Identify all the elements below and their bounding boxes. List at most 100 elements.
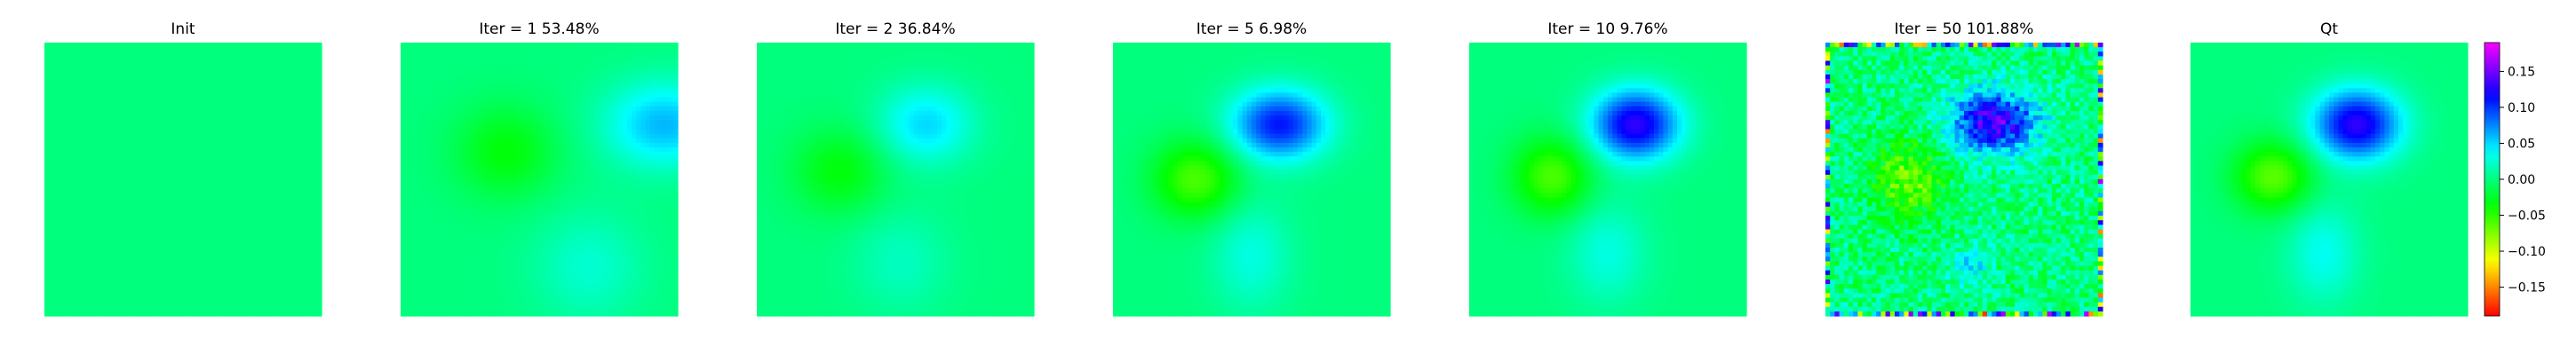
heatmap-cell — [516, 120, 521, 125]
heatmap-cell — [109, 243, 115, 248]
heatmap-cell — [535, 66, 540, 71]
heatmap-cell — [659, 102, 664, 107]
heatmap-cell — [261, 152, 266, 157]
heatmap-cell — [118, 75, 123, 80]
heatmap-cell — [59, 312, 64, 317]
heatmap-cell — [95, 156, 100, 162]
heatmap-cell — [220, 220, 226, 225]
heatmap-cell — [68, 243, 73, 248]
heatmap-cell — [220, 312, 226, 317]
heatmap-cell — [317, 256, 322, 262]
heatmap-cell — [155, 79, 161, 84]
heatmap-cell — [151, 102, 156, 107]
heatmap-cell — [76, 239, 82, 244]
heatmap-cell — [91, 134, 96, 139]
heatmap-cell — [197, 66, 203, 71]
heatmap-cell — [132, 124, 138, 130]
heatmap-cell — [401, 92, 406, 98]
heatmap-cell — [650, 120, 656, 125]
heatmap-cell — [118, 234, 123, 240]
heatmap-cell — [215, 184, 220, 189]
heatmap-cell — [613, 61, 618, 67]
heatmap-cell — [590, 83, 595, 89]
heatmap-cell — [109, 312, 115, 317]
heatmap-cell — [535, 79, 540, 84]
heatmap-cell — [521, 106, 526, 112]
heatmap-cell — [132, 88, 138, 93]
heatmap-cell — [220, 124, 226, 130]
heatmap-cell — [105, 130, 110, 135]
heatmap-cell — [238, 307, 243, 312]
heatmap-cell — [123, 56, 128, 61]
heatmap-cell — [553, 79, 559, 84]
heatmap-cell — [225, 297, 230, 303]
heatmap-cell — [650, 98, 656, 103]
heatmap-cell — [465, 138, 471, 144]
heatmap-cell — [128, 179, 133, 185]
heatmap-cell — [521, 111, 526, 116]
heatmap-cell — [447, 147, 452, 153]
heatmap-cell — [252, 47, 258, 52]
heatmap-cell — [206, 92, 211, 98]
heatmap-cell — [215, 297, 220, 303]
heatmap-cell — [141, 47, 147, 52]
heatmap-cell — [419, 147, 425, 153]
heatmap-cell — [673, 98, 679, 103]
heatmap-cell — [44, 170, 50, 176]
heatmap-cell — [419, 98, 425, 103]
heatmap-cell — [553, 43, 559, 48]
heatmap-cell — [229, 243, 235, 248]
heatmap-cell — [248, 275, 253, 280]
heatmap-cell — [68, 156, 73, 162]
heatmap-cell — [141, 83, 147, 89]
heatmap-cell — [585, 111, 591, 116]
heatmap-cell — [424, 138, 429, 144]
heatmap-cell — [257, 143, 262, 148]
heatmap-cell — [409, 66, 415, 71]
heatmap-cell — [105, 312, 110, 317]
heatmap-cell — [313, 66, 318, 71]
heatmap-cell — [290, 211, 295, 217]
heatmap-cell — [95, 98, 100, 103]
heatmap-cell — [169, 138, 174, 144]
heatmap-cell — [234, 188, 239, 193]
heatmap-cell — [461, 124, 466, 130]
heatmap-cell — [91, 211, 96, 217]
heatmap-cell — [118, 293, 123, 298]
heatmap-cell — [613, 75, 618, 80]
heatmap-cell — [72, 239, 77, 244]
heatmap-cell — [132, 179, 138, 185]
heatmap-cell — [238, 266, 243, 272]
heatmap-cell — [160, 102, 165, 107]
heatmap-cell — [99, 83, 105, 89]
heatmap-cell — [146, 312, 151, 317]
heatmap-cell — [562, 115, 568, 121]
heatmap-cell — [275, 216, 281, 221]
heatmap-cell — [521, 51, 526, 57]
heatmap-cell — [105, 284, 110, 289]
heatmap-cell — [294, 115, 299, 121]
heatmap-cell — [215, 124, 220, 130]
heatmap-cell — [123, 170, 128, 176]
heatmap-cell — [553, 120, 559, 125]
heatmap-cell — [497, 56, 503, 61]
heatmap-cell — [141, 111, 147, 116]
heatmap-cell — [280, 70, 285, 75]
heatmap-cell — [215, 225, 220, 230]
heatmap-cell — [91, 271, 96, 276]
heatmap-cell — [497, 143, 503, 148]
heatmap-cell — [49, 252, 54, 257]
heatmap-cell — [215, 92, 220, 98]
heatmap-cell — [68, 138, 73, 144]
heatmap-cell — [659, 134, 664, 139]
heatmap-cell — [197, 143, 203, 148]
heatmap-cell — [576, 88, 582, 93]
heatmap-cell — [202, 307, 207, 312]
heatmap-cell — [105, 92, 110, 98]
heatmap-cell — [581, 47, 586, 52]
heatmap-cell — [229, 207, 235, 212]
heatmap-cell — [562, 111, 568, 116]
heatmap-cell — [215, 229, 220, 234]
heatmap-cell — [72, 202, 77, 208]
heatmap-cell — [539, 120, 545, 125]
